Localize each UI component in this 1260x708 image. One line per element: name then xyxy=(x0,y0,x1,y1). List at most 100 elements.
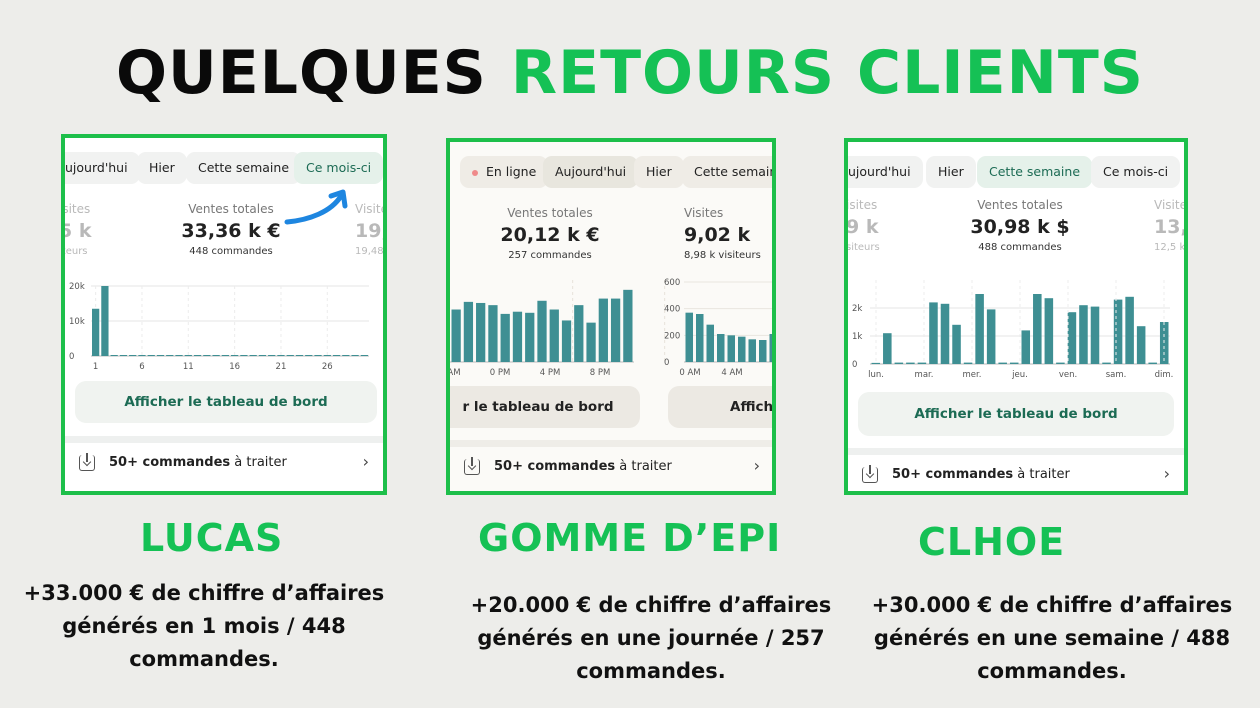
bar xyxy=(727,335,735,362)
bar xyxy=(738,336,746,362)
bar xyxy=(351,355,359,356)
x-tick-label: 1 xyxy=(93,362,98,372)
y-tick-label: 2k xyxy=(852,304,862,314)
bar xyxy=(231,355,239,356)
bar xyxy=(717,334,725,362)
bar xyxy=(332,355,341,356)
status-dot-icon xyxy=(472,169,478,176)
client-name-clhoe: CLHOE xyxy=(918,520,1066,564)
dashboard-button-secondary[interactable]: Affich xyxy=(668,386,772,428)
x-tick-label: 6 xyxy=(139,362,144,372)
bar xyxy=(314,355,322,356)
x-tick-label: 26 xyxy=(322,362,333,372)
tab-aujourdhui[interactable]: ujourd'hui xyxy=(65,152,140,184)
bar xyxy=(512,311,523,362)
bar xyxy=(537,300,547,362)
client-result-clhoe: +30.000 € de chiffre d’affaires générés … xyxy=(871,593,1233,683)
bar xyxy=(1009,362,1019,364)
divider xyxy=(65,436,383,443)
orders-to-process-row[interactable]: 50+ commandes à traiter › xyxy=(848,456,1184,491)
metric-ventes-totales: Ventes totales 30,98 k $ 488 commandes xyxy=(970,198,1070,253)
orders-to-process-row[interactable]: 50+ commandes à traiter › xyxy=(450,448,772,488)
bar xyxy=(240,355,248,356)
sales-chart-weekly: 0 1k 2k lun. mar. mer. jeu. ven. sam. dim. xyxy=(852,280,1174,380)
tab-aujourdhui[interactable]: ujourd'hui xyxy=(848,156,923,188)
bar xyxy=(561,320,572,362)
client-result-lucas: +33.000 € de chiffre d’affaires générés … xyxy=(23,581,385,671)
x-tick-label: dim. xyxy=(1155,370,1174,380)
screenshot-card-gomme-depi: En ligne Aujourd'hui Hier Cette semaine … xyxy=(446,138,776,495)
x-tick-label: ven. xyxy=(1059,370,1077,380)
client-name-gomme-depi: GOMME D’EPI xyxy=(478,516,782,560)
bar xyxy=(1021,330,1031,364)
tab-aujourdhui[interactable]: Aujourd'hui xyxy=(543,156,639,188)
bar xyxy=(147,355,155,356)
tab-cette-semaine[interactable]: Cette semaine xyxy=(186,152,302,184)
bar xyxy=(184,355,192,356)
bar xyxy=(623,289,633,362)
bar xyxy=(221,355,229,356)
bar xyxy=(759,340,767,362)
orders-to-process-row[interactable]: 50+ commandes à traiter › xyxy=(65,444,383,484)
title-part-1: QUELQUES xyxy=(116,38,487,108)
bar xyxy=(463,301,474,362)
download-tray-icon xyxy=(862,465,878,483)
bar xyxy=(929,302,938,364)
bar xyxy=(203,355,211,356)
x-tick-label: 0 PM xyxy=(490,368,511,378)
bar xyxy=(952,324,961,364)
bar xyxy=(769,334,772,362)
period-tabs: ujourd'hui Hier Cette semaine Ce mois-ci xyxy=(65,152,383,184)
chevron-right-icon: › xyxy=(1163,464,1170,483)
bar xyxy=(451,309,461,362)
tab-ce-mois-ci[interactable]: Ce mois-ci xyxy=(1091,156,1181,188)
bar xyxy=(685,312,693,362)
dashboard-button[interactable]: Afficher le tableau de bord xyxy=(75,381,377,423)
bar xyxy=(917,362,927,364)
period-tabs: ujourd'hui Hier Cette semaine Ce mois-ci xyxy=(848,156,1184,188)
bar xyxy=(1033,294,1042,364)
tab-hier[interactable]: Hier xyxy=(634,156,684,188)
bar xyxy=(119,355,128,356)
client-name-lucas: LUCAS xyxy=(140,516,284,560)
metric-ventes-totales: Ventes totales 33,36 k € 448 commandes xyxy=(181,202,281,257)
download-tray-icon xyxy=(464,457,480,475)
x-tick-label: 4 AM xyxy=(721,368,742,378)
bar xyxy=(586,322,596,362)
bar xyxy=(193,355,202,356)
period-tabs: En ligne Aujourd'hui Hier Cette semaine xyxy=(450,156,772,188)
bar xyxy=(1148,362,1157,364)
tab-hier[interactable]: Hier xyxy=(926,156,976,188)
bar xyxy=(175,355,183,356)
bar xyxy=(1044,298,1054,364)
bar xyxy=(323,355,331,356)
bar xyxy=(342,355,350,356)
bar xyxy=(268,355,276,356)
screenshot-card-lucas: ujourd'hui Hier Cette semaine Ce mois-ci… xyxy=(61,134,387,495)
bar xyxy=(110,355,118,356)
y-tick-label: 200 xyxy=(664,331,680,341)
tab-cette-semaine[interactable]: Cette semaine xyxy=(977,156,1093,188)
bar xyxy=(212,355,220,356)
dashboard-button[interactable]: r le tableau de bord xyxy=(450,386,640,428)
y-tick-label: 1k xyxy=(852,332,862,342)
bar xyxy=(883,333,892,364)
bar xyxy=(1056,362,1065,364)
tab-hier[interactable]: Hier xyxy=(137,152,187,184)
chevron-right-icon: › xyxy=(753,456,760,475)
bar xyxy=(360,355,368,356)
tab-cette-semaine[interactable]: Cette semaine xyxy=(682,156,772,188)
bar xyxy=(525,312,535,362)
download-tray-icon xyxy=(79,453,95,471)
bar xyxy=(894,362,904,364)
x-tick-label: sam. xyxy=(1106,370,1127,380)
bar xyxy=(295,355,304,356)
bar xyxy=(906,362,915,364)
tab-en-ligne[interactable]: En ligne xyxy=(460,156,549,188)
divider xyxy=(848,448,1184,455)
bar xyxy=(940,303,950,364)
bar xyxy=(998,362,1007,364)
dashboard-button[interactable]: Afficher le tableau de bord xyxy=(858,392,1174,436)
tab-ce-mois-ci[interactable]: Ce mois-ci xyxy=(294,152,383,184)
chevron-right-icon: › xyxy=(362,452,369,471)
